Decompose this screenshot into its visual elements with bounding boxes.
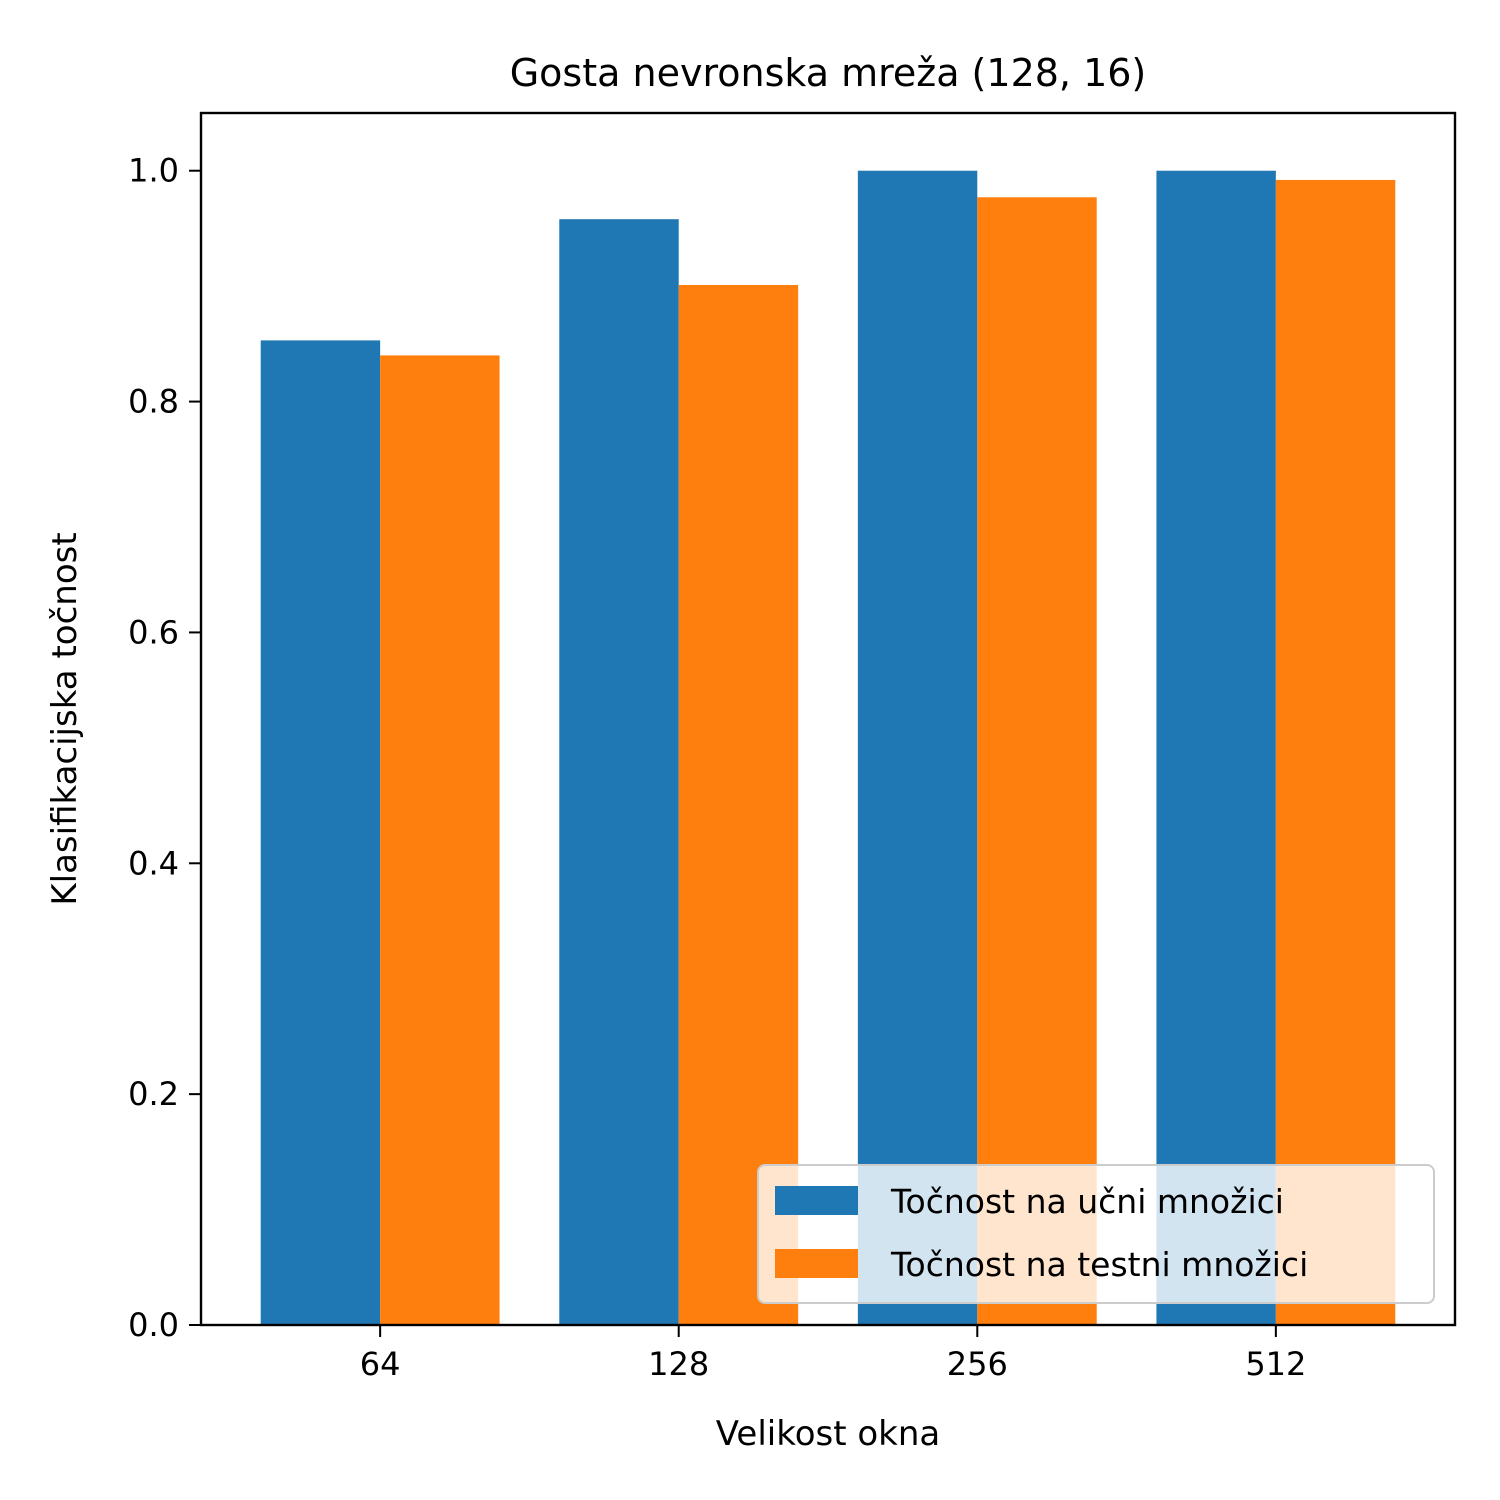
plot-frame	[199, 111, 1457, 1327]
bar-test-128	[678, 284, 799, 1326]
x-tick-label: 128	[648, 1345, 709, 1383]
x-tick-label: 64	[360, 1345, 401, 1383]
bars-group	[260, 170, 1396, 1326]
y-tick-label: 0.2	[128, 1075, 179, 1113]
x-axis-label: Velikost okna	[716, 1414, 940, 1454]
bar-test-64	[380, 355, 500, 1325]
bar-train-128	[559, 219, 679, 1325]
y-tick-label: 0.0	[128, 1306, 179, 1344]
legend-swatch-test	[775, 1249, 858, 1278]
bar-test-256	[977, 197, 1097, 1326]
y-tick-label: 0.8	[128, 383, 179, 421]
y-axis-label: Klasifikacijska točnost	[45, 532, 85, 905]
bar-train-512	[1156, 170, 1276, 1326]
chart-title: Gosta nevronska mreža (128, 16)	[510, 51, 1147, 95]
x-tick-label: 256	[947, 1345, 1008, 1383]
legend-box	[757, 1164, 1435, 1304]
bar-test-512	[1275, 179, 1396, 1325]
y-tick-label: 1.0	[128, 152, 179, 190]
bar-train-256	[857, 170, 978, 1326]
legend: Točnost na učni množici Točnost na testn…	[757, 1164, 1435, 1304]
y-axis-ticks: 0.0 0.2 0.4 0.6 0.8 1.0	[128, 152, 201, 1344]
y-tick-label: 0.6	[128, 613, 179, 651]
bar-train-64	[260, 340, 381, 1325]
legend-label-train: Točnost na učni množici	[890, 1182, 1284, 1221]
x-tick-label: 512	[1245, 1345, 1306, 1383]
legend-swatch-train	[775, 1186, 858, 1215]
y-tick-label: 0.4	[128, 844, 179, 882]
legend-label-test: Točnost na testni množici	[890, 1245, 1308, 1284]
x-axis-ticks: 64 128 256 512	[360, 1325, 1306, 1383]
